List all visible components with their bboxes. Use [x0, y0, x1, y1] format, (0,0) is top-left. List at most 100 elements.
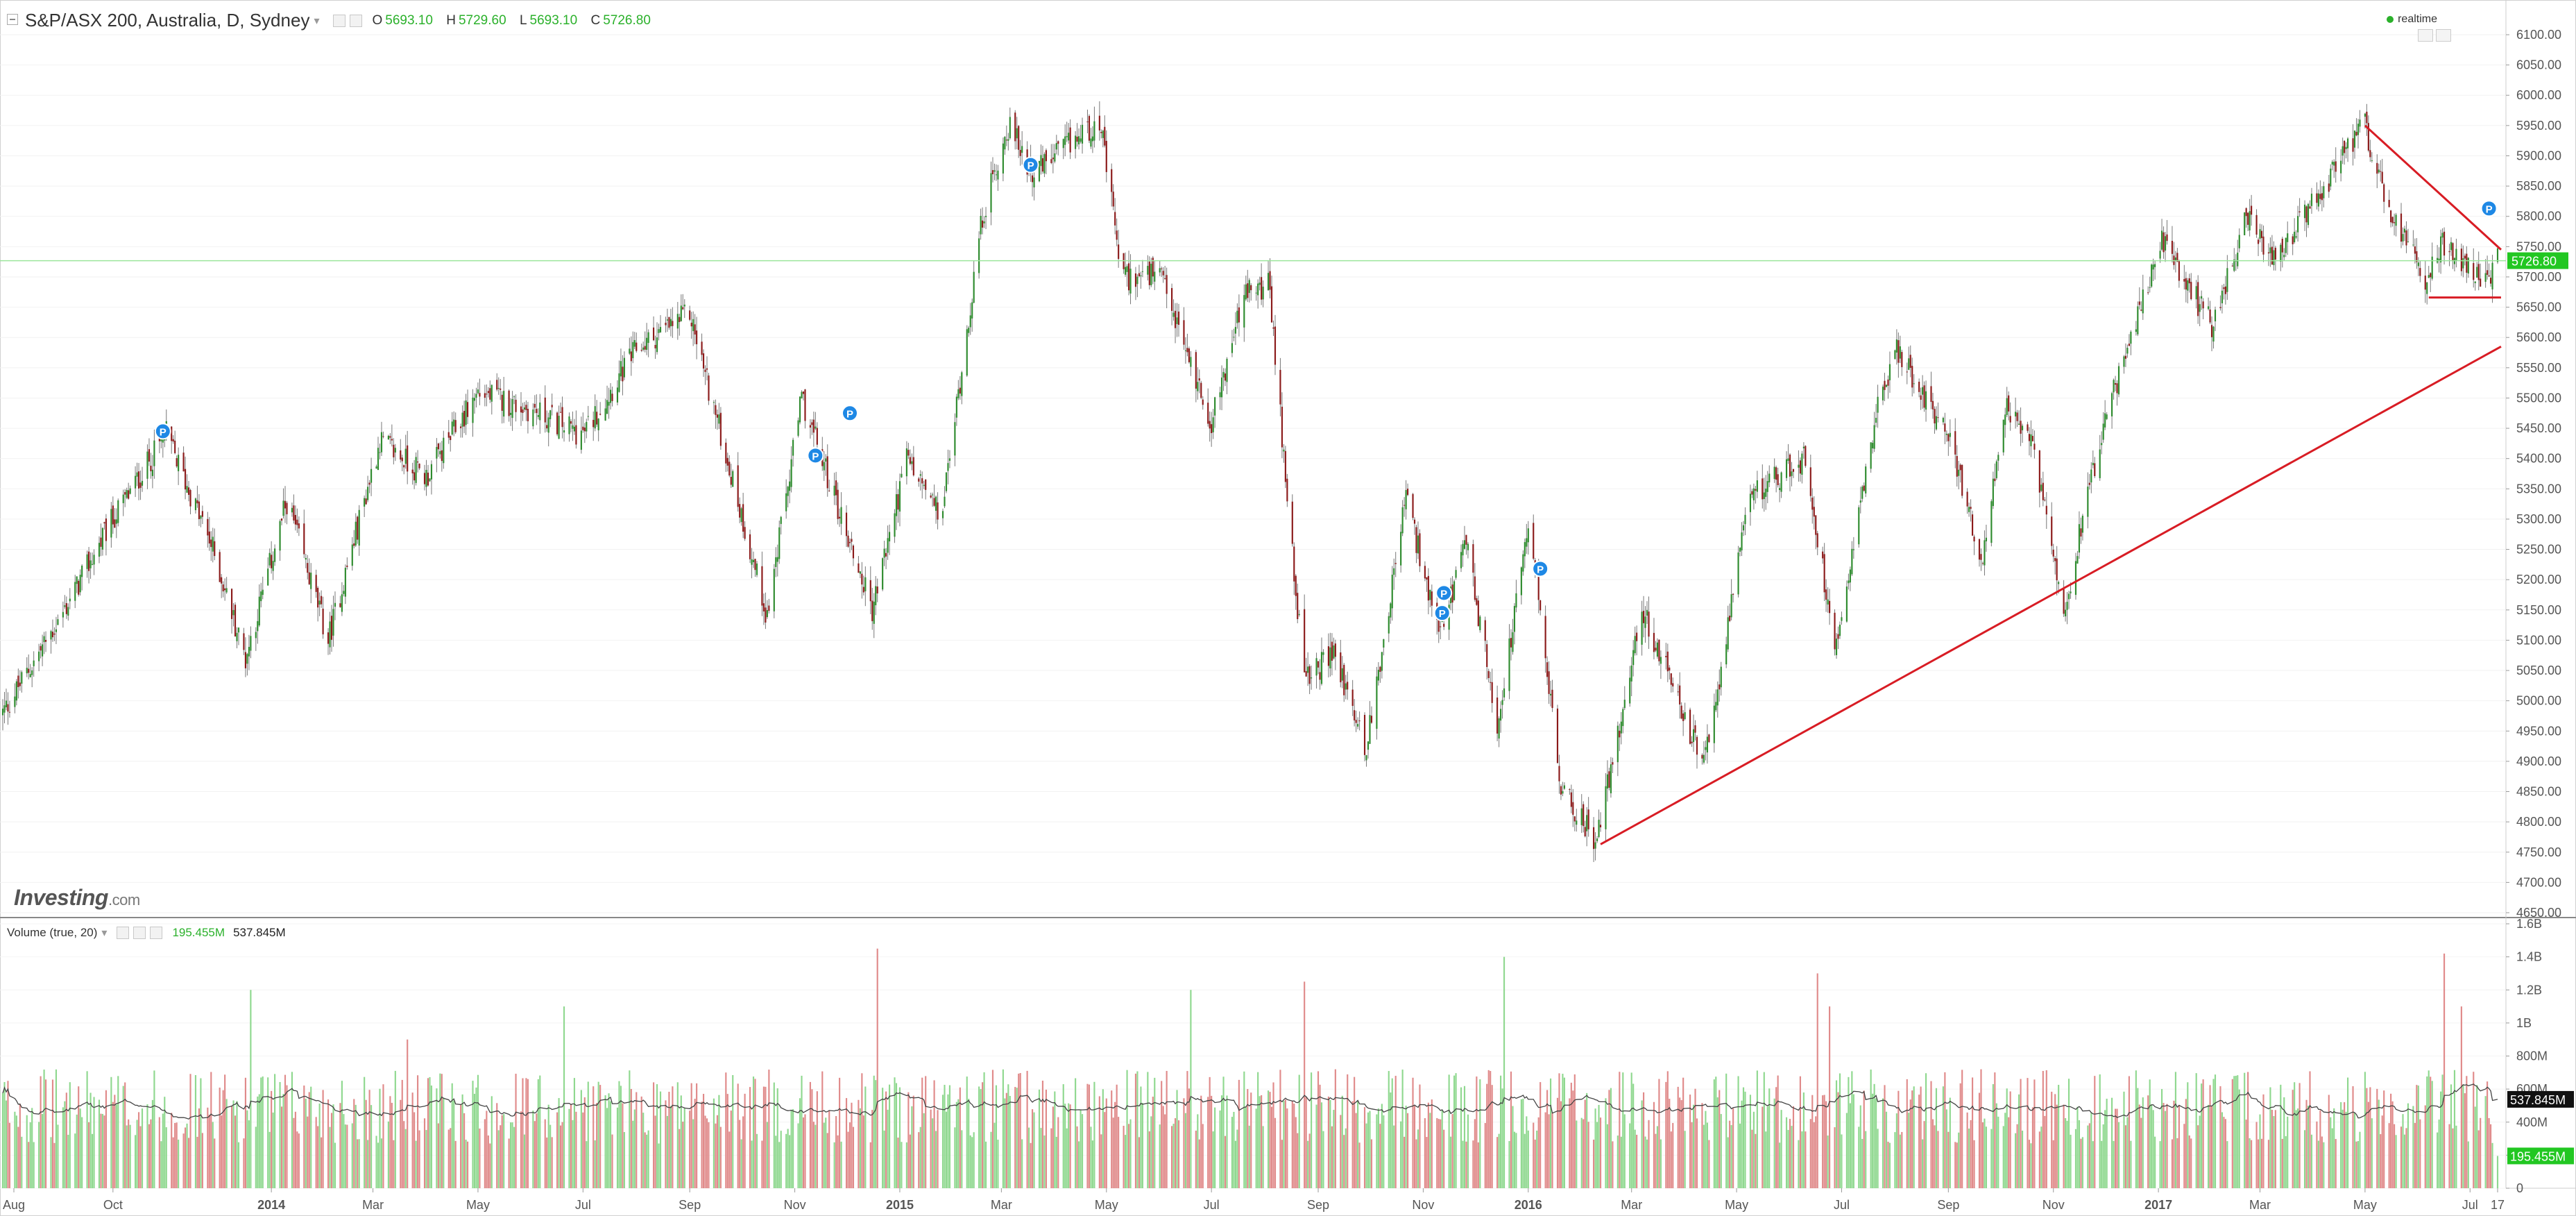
chevron-down-icon[interactable]: ▾: [314, 15, 320, 27]
candle-body: [768, 605, 770, 611]
candle-body: [2045, 505, 2047, 515]
volume-bar: [2453, 1070, 2456, 1188]
candle-body: [1994, 478, 1996, 482]
candle-body: [1785, 459, 1788, 478]
candle-body: [1713, 705, 1715, 743]
candle-body: [2065, 609, 2067, 617]
candle-body: [404, 448, 407, 464]
candle-body: [437, 443, 439, 450]
volume-bar: [1913, 1086, 1915, 1188]
volume-bar: [1281, 1140, 1283, 1188]
candle-body: [1882, 387, 1884, 400]
realtime-label: realtime: [2398, 13, 2437, 25]
volume-bar: [1841, 1134, 1843, 1188]
candle-body: [1947, 434, 1950, 441]
volume-bar: [1126, 1070, 1128, 1188]
candle-body: [330, 616, 333, 640]
close-icon[interactable]: [150, 927, 163, 939]
volume-bar: [160, 1141, 162, 1188]
candle-body: [876, 586, 878, 593]
investing-logo: Investing.com: [14, 885, 140, 911]
volume-bar: [1365, 1123, 1367, 1188]
candle-body: [551, 405, 553, 407]
volume-bar: [1653, 1101, 1655, 1188]
volume-bar: [2317, 1140, 2319, 1188]
volume-bar: [1970, 1120, 1972, 1188]
candle-body: [568, 416, 570, 434]
volume-bar: [42, 1113, 44, 1188]
volume-bar: [1147, 1072, 1149, 1188]
scale-log-icon[interactable]: [2418, 29, 2433, 42]
chevron-down-icon[interactable]: ▾: [101, 927, 108, 939]
candle-body: [496, 380, 498, 390]
volume-ma-badge: [2507, 1090, 2574, 1108]
volume-bar: [411, 1092, 413, 1188]
visibility-icon[interactable]: [133, 927, 146, 939]
candle-body: [2080, 528, 2082, 537]
volume-bar: [559, 1125, 562, 1188]
candle-body: [2316, 193, 2318, 203]
candle-body: [1496, 698, 1499, 734]
candle-body: [64, 605, 66, 607]
collapse-icon[interactable]: [7, 14, 18, 25]
volume-bar: [1431, 1099, 1433, 1188]
candle-body: [50, 631, 52, 640]
candle-body: [534, 403, 536, 408]
candle-body: [1959, 464, 1961, 471]
candle-body: [715, 405, 717, 415]
volume-bar: [1632, 1083, 1635, 1188]
volume-bar: [391, 1102, 393, 1188]
scale-auto-icon[interactable]: [2436, 29, 2451, 42]
candle-body: [1150, 263, 1152, 285]
candle-body: [647, 332, 649, 344]
candle-body: [1888, 364, 1891, 380]
candle-body: [1393, 568, 1395, 575]
symbol-title[interactable]: S&P/ASX 200, Australia, D, Sydney: [25, 10, 310, 31]
volume-bar: [1369, 1111, 1371, 1188]
candle-body: [310, 573, 312, 589]
volume-bar: [751, 1140, 753, 1188]
status-dot-icon: [2387, 16, 2394, 23]
volume-bar: [897, 1138, 899, 1188]
volume-bar: [165, 1127, 167, 1188]
candle-body: [86, 554, 88, 569]
volume-bar: [1560, 1101, 1562, 1188]
volume-bar: [1231, 1117, 1234, 1188]
volume-bar: [475, 1087, 477, 1188]
candle-body: [2126, 347, 2129, 354]
volume-bar: [1415, 1139, 1417, 1188]
settings-icon[interactable]: [333, 14, 346, 27]
candle-body: [1822, 551, 1824, 559]
candle-body: [122, 494, 124, 503]
candle-body: [17, 675, 19, 687]
candle-body: [1331, 641, 1333, 661]
candle-body: [367, 487, 369, 500]
candle-body: [2295, 236, 2297, 238]
close-icon[interactable]: [350, 14, 363, 27]
volume-bar: [1895, 1113, 1897, 1188]
candle-body: [2212, 326, 2215, 342]
settings-icon[interactable]: [117, 927, 130, 939]
candle-body: [696, 330, 698, 344]
candle-body: [887, 538, 889, 553]
volume-bar: [1171, 1126, 1173, 1188]
candle-body: [1599, 825, 1602, 828]
candle-body: [895, 494, 898, 516]
candle-body: [382, 436, 384, 437]
candle-body: [1183, 320, 1185, 345]
candle-body: [353, 543, 355, 546]
volume-bar: [961, 1130, 963, 1188]
volume-bar: [2305, 1099, 2308, 1188]
volume-bar: [754, 1079, 756, 1188]
candle-body: [343, 591, 345, 594]
candle-body: [955, 396, 957, 418]
volume-bar: [580, 1090, 582, 1188]
volume-bar: [864, 1086, 867, 1188]
volume-title[interactable]: Volume (true, 20): [7, 926, 98, 939]
candle-body: [1040, 155, 1042, 167]
volume-bar: [1729, 1120, 1731, 1188]
candle-body: [1931, 400, 1934, 409]
volume-bar: [105, 1090, 107, 1188]
candle-body: [869, 580, 871, 602]
